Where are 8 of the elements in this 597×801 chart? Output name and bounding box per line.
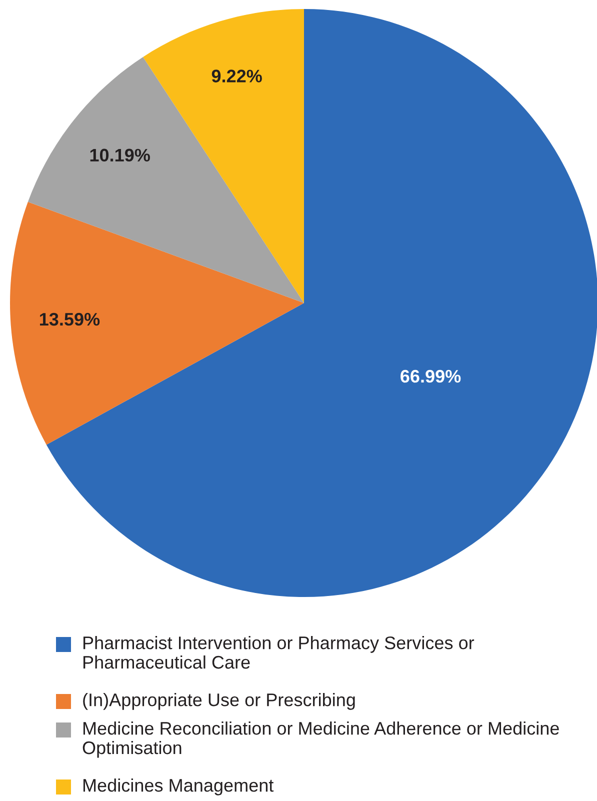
legend-label: Pharmacist Intervention or Pharmacy Services or Pharmaceutical Care (83, 636, 474, 669)
data-label: 9.22% (212, 70, 262, 82)
legend-label: (In)Appropriate Use or Prescribing (83, 693, 355, 710)
data-label: 10.19% (90, 148, 150, 162)
legend-label: Medicine Reconciliation or Medicine Adherence or Medicine Optimisation (82, 722, 559, 758)
legend-label: Medicines Management (83, 778, 274, 796)
data-label: 13.59% (40, 312, 100, 326)
data-label: 66.99% (400, 370, 461, 383)
